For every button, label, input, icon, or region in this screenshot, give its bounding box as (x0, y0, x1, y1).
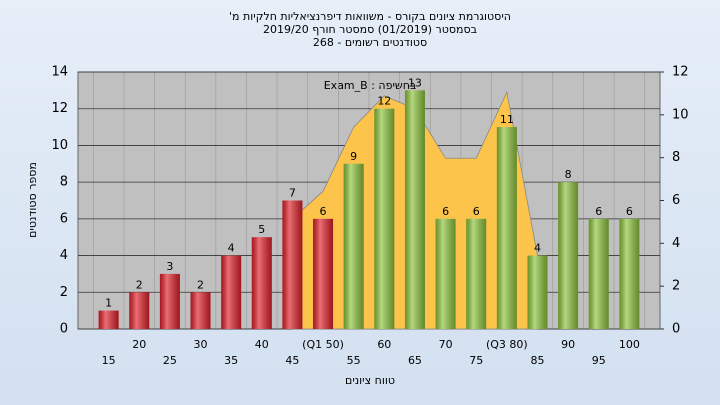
bar-shade (282, 200, 303, 329)
x-tick-label: 85 (530, 354, 544, 367)
bar-shade (435, 218, 456, 329)
x-axis-label: טווח ציונים (345, 374, 395, 387)
value-label: 9 (350, 150, 357, 163)
bar-shade (190, 292, 211, 329)
bar-shade (159, 273, 180, 329)
bar-shade (343, 163, 364, 329)
value-label: 6 (320, 205, 327, 218)
x-tick-label: 55 (347, 354, 361, 367)
y-tick-label: 4 (60, 248, 68, 263)
y-tick-label: 6 (60, 211, 68, 226)
bar-shade (313, 218, 334, 329)
value-label: 7 (289, 187, 296, 200)
x-tick-label: 40 (255, 338, 269, 351)
bar-shade (558, 182, 579, 329)
value-label: 8 (565, 168, 572, 181)
y-tick-label: 8 (60, 175, 68, 190)
chart-subtitle: סטודנטים רשומים - 268 (313, 36, 427, 49)
value-label: 3 (166, 260, 173, 273)
x-tick-label: 100 (619, 338, 640, 351)
x-tick-label: (Q3 80) (486, 338, 528, 351)
value-label: 1 (105, 297, 112, 310)
y-tick-label: 10 (51, 138, 68, 153)
value-label: 6 (473, 205, 480, 218)
value-label: 2 (136, 278, 143, 291)
bar-shade (129, 292, 150, 329)
value-label: 11 (500, 113, 514, 126)
x-tick-label: 65 (408, 354, 422, 367)
x-tick-label: 35 (224, 354, 238, 367)
y2-tick-label: 4 (672, 236, 680, 251)
y-axis-label: מספר סטודנטים (26, 162, 39, 238)
chart-subtitle: בסמסטר (01/2019) סמסטר חורף 2019/20 (263, 23, 477, 36)
x-tick-label: 70 (439, 338, 453, 351)
bar-shade (588, 218, 609, 329)
bar-shade (619, 218, 640, 329)
x-tick-label: (Q1 50) (302, 338, 344, 351)
x-tick-label: 60 (377, 338, 391, 351)
y2-tick-label: 0 (672, 322, 680, 337)
bar-shade (527, 255, 548, 329)
value-label: 6 (442, 205, 449, 218)
value-label: 2 (197, 278, 204, 291)
y2-tick-label: 2 (672, 279, 680, 294)
x-tick-label: 45 (285, 354, 299, 367)
y2-tick-label: 8 (672, 150, 680, 165)
x-tick-label: 25 (163, 354, 177, 367)
y-tick-label: 0 (60, 322, 68, 337)
value-label: 6 (626, 205, 633, 218)
x-tick-label: 15 (102, 354, 116, 367)
value-label: 13 (408, 76, 422, 89)
x-tick-label: 75 (469, 354, 483, 367)
chart-title: היסטוגרמת ציונים בקורס - משוואות דיפרנצי… (229, 10, 511, 23)
bar-shade (466, 218, 487, 329)
bar-shade (251, 237, 272, 329)
y2-tick-label: 6 (672, 193, 680, 208)
y-tick-label: 2 (60, 285, 68, 300)
value-label: 6 (595, 205, 602, 218)
value-label: 5 (258, 223, 265, 236)
y-tick-label: 12 (51, 101, 68, 116)
x-tick-label: 30 (194, 338, 208, 351)
annotation: בחשיפה : Exam_B (324, 79, 417, 92)
bar-shade (98, 310, 119, 329)
x-tick-label: 20 (132, 338, 146, 351)
value-label: 12 (377, 95, 391, 108)
value-label: 4 (228, 242, 235, 255)
bar-shade (496, 127, 517, 329)
x-tick-label: 95 (592, 354, 606, 367)
y2-tick-label: 12 (672, 65, 689, 80)
x-tick-label: 90 (561, 338, 575, 351)
bar-shade (404, 90, 425, 329)
value-label: 4 (534, 242, 541, 255)
y2-tick-label: 10 (672, 107, 689, 122)
bar-shade (374, 108, 395, 329)
y-tick-label: 14 (51, 65, 68, 80)
bar-shade (221, 255, 242, 329)
